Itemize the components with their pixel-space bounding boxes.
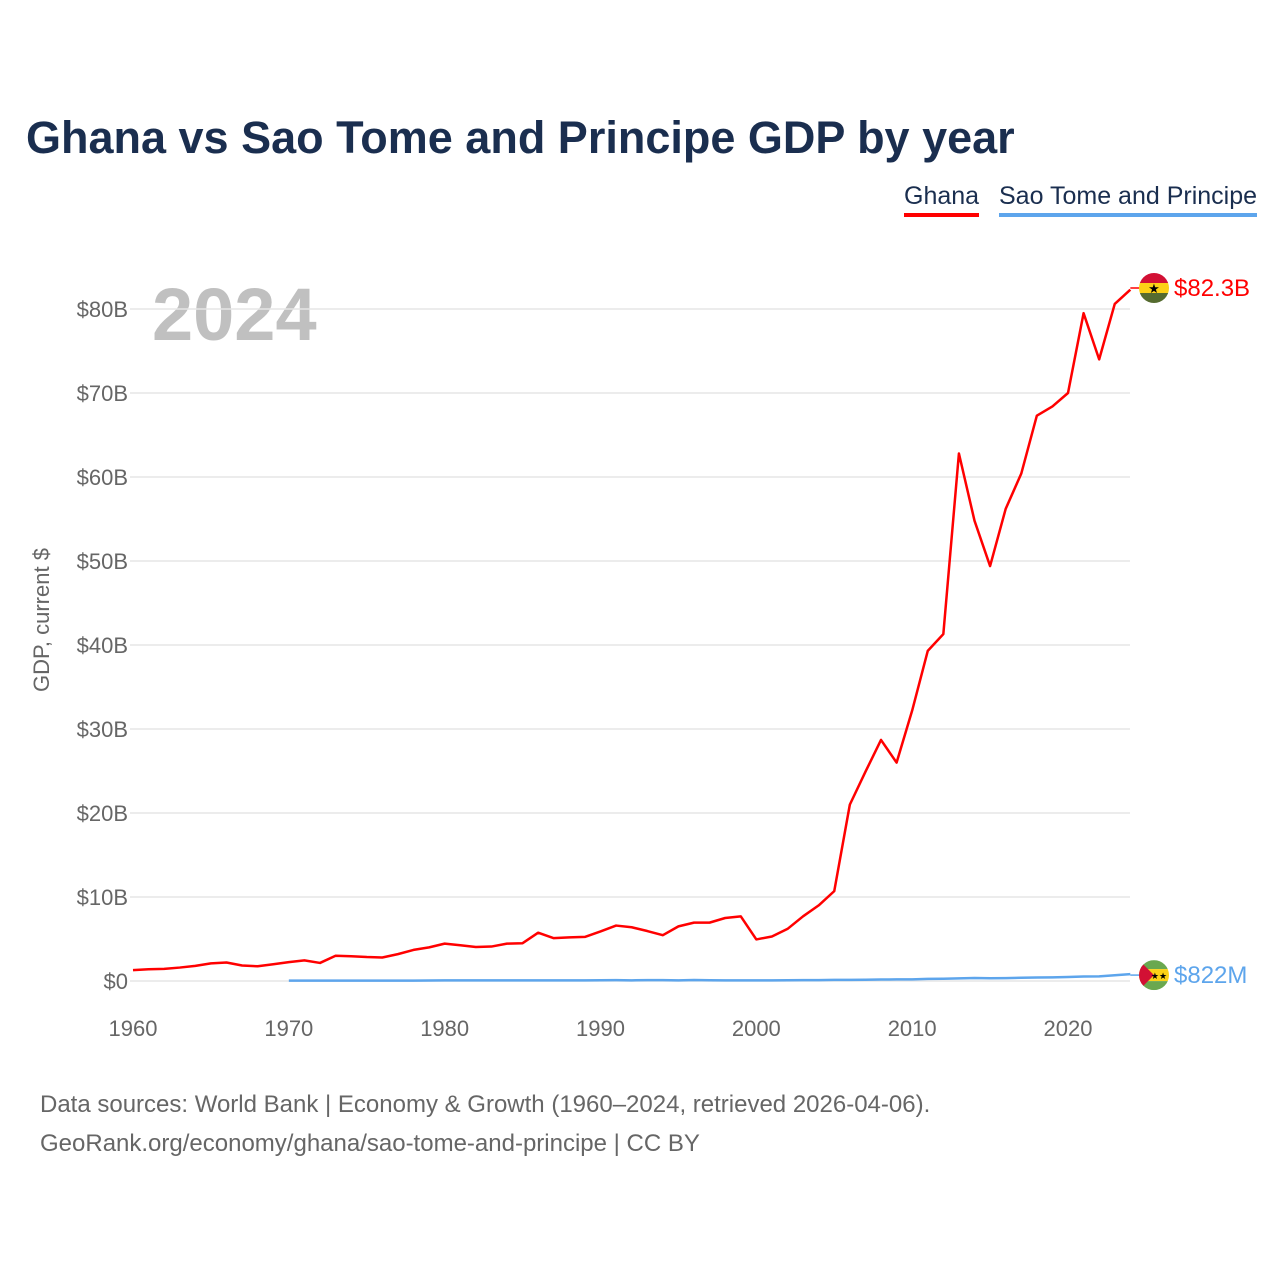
year-label: 2024 bbox=[152, 273, 317, 356]
source-line-1: Data sources: World Bank | Economy & Gro… bbox=[40, 1091, 931, 1118]
ghana-flag-icon: ★ bbox=[1139, 273, 1169, 303]
y-tick-label: $20B bbox=[77, 801, 128, 826]
end-value-label: $82.3B bbox=[1174, 275, 1250, 302]
x-tick-label: 2020 bbox=[1044, 1016, 1093, 1041]
flag-red bbox=[1139, 273, 1169, 283]
flag-body: ★★ bbox=[1139, 960, 1169, 991]
flag-stars: ★★ bbox=[1151, 971, 1167, 981]
flag-yellow bbox=[1139, 283, 1169, 293]
y-tick-label: $80B bbox=[77, 297, 128, 322]
x-tick-label: 1970 bbox=[264, 1016, 313, 1041]
flag-triangle bbox=[1139, 960, 1154, 991]
y-tick-label: $60B bbox=[77, 465, 128, 490]
y-tick-label: $70B bbox=[77, 381, 128, 406]
sao-tome-line bbox=[288, 972, 1131, 982]
x-tick-label: 1980 bbox=[420, 1016, 469, 1041]
ghana-line bbox=[132, 288, 1132, 972]
x-tick-label: 1960 bbox=[109, 1016, 158, 1041]
source-line-2: GeoRank.org/economy/ghana/sao-tome-and-p… bbox=[40, 1130, 700, 1157]
sao-tome-flag-icon: ★★ bbox=[1139, 960, 1169, 991]
legend-ghana[interactable]: Ghana bbox=[904, 182, 980, 217]
y-tick-label: $10B bbox=[77, 885, 128, 910]
chart-title: Ghana vs Sao Tome and Principe GDP by ye… bbox=[26, 112, 1015, 163]
legend-sao-tome[interactable]: Sao Tome and Principe bbox=[999, 182, 1258, 217]
flag-body: ★ bbox=[1139, 273, 1169, 303]
y-tick-label: $0 bbox=[104, 969, 128, 994]
y-tick-label: $40B bbox=[77, 633, 128, 658]
flag-green bbox=[1139, 981, 1169, 991]
y-tick-label: $30B bbox=[77, 717, 128, 742]
flag-green bbox=[1139, 960, 1169, 970]
source-note: Data sources: World Bank | Economy & Gro… bbox=[40, 1085, 930, 1163]
end-value-label: $822M bbox=[1174, 962, 1247, 989]
y-tick-label: $50B bbox=[77, 549, 128, 574]
x-tick-label: 2000 bbox=[732, 1016, 781, 1041]
x-tick-label: 2010 bbox=[888, 1016, 937, 1041]
flag-star: ★ bbox=[1148, 281, 1160, 296]
flag-green bbox=[1139, 293, 1169, 303]
x-tick-label: 1990 bbox=[576, 1016, 625, 1041]
